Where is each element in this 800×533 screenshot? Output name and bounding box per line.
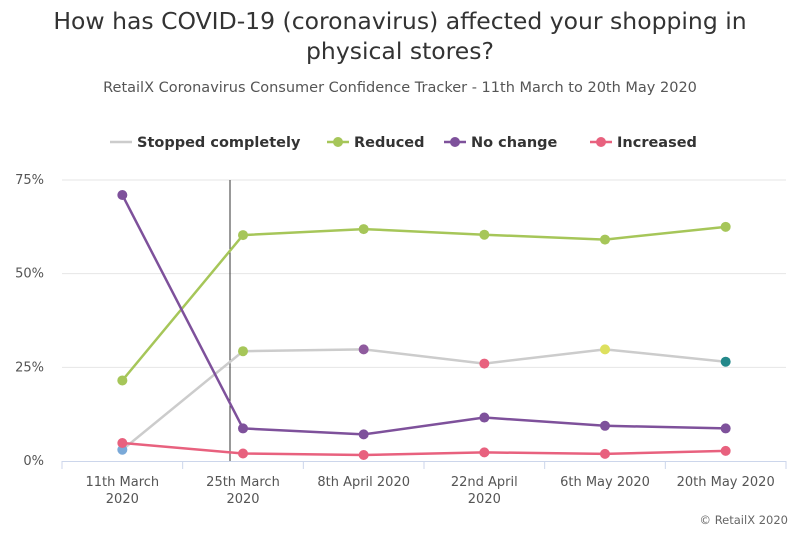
data-point[interactable]	[600, 448, 610, 459]
data-point[interactable]	[117, 438, 128, 449]
data-point[interactable]	[720, 221, 731, 232]
data-point[interactable]	[479, 358, 490, 369]
legend-item-increased[interactable]: Increased	[590, 135, 697, 151]
x-axis: 11th March 2020 25th March 2020 8th April 20…	[61, 461, 787, 507]
series-group	[117, 189, 731, 461]
y-tick-label: 25%	[15, 360, 44, 375]
data-point[interactable]	[358, 450, 369, 461]
data-point[interactable]	[720, 423, 731, 434]
legend-label: No change	[471, 135, 558, 151]
series-increased	[121, 441, 727, 457]
y-tick-label: 75%	[15, 173, 44, 188]
series-line-stopped-completely	[121, 348, 727, 452]
data-point[interactable]	[479, 447, 490, 458]
data-point[interactable]	[358, 429, 369, 440]
data-point[interactable]	[720, 356, 731, 367]
chart-subtitle: RetailX Coronavirus Consumer Confidence …	[103, 80, 697, 96]
series-line-reduced	[121, 225, 727, 382]
chart-credit[interactable]: © RetailX 2020	[699, 513, 788, 527]
data-point[interactable]	[238, 230, 248, 241]
y-tick-label: 0%	[23, 454, 44, 469]
markers-stopped-completely	[117, 344, 731, 455]
markers-reduced	[117, 221, 731, 386]
legend-symbol-marker	[450, 137, 460, 147]
data-point[interactable]	[600, 234, 610, 245]
legend-symbol-marker	[596, 137, 606, 147]
data-point[interactable]	[238, 346, 248, 357]
x-tick-label: 11th March 2020	[86, 475, 160, 507]
data-point[interactable]	[600, 344, 610, 355]
legend-item-reduced[interactable]: Reduced	[327, 135, 425, 151]
legend: Stopped completely Reduced No change Increa…	[110, 135, 697, 151]
data-point[interactable]	[600, 420, 610, 431]
x-tick-label: 6th May 2020	[560, 475, 650, 490]
legend-label: Stopped completely	[137, 135, 301, 151]
data-point[interactable]	[479, 412, 490, 423]
data-point[interactable]	[238, 423, 248, 434]
series-reduced	[121, 225, 727, 382]
series-line-no-change	[121, 193, 727, 436]
data-point[interactable]	[238, 448, 248, 459]
legend-label: Increased	[617, 135, 697, 151]
data-point[interactable]	[720, 445, 731, 456]
chart-title: How has COVID-19 (coronavirus) affected …	[53, 7, 747, 65]
legend-item-stopped-completely[interactable]: Stopped completely	[110, 135, 301, 151]
legend-item-no-change[interactable]: No change	[444, 135, 558, 151]
markers-increased	[117, 438, 731, 461]
data-point[interactable]	[479, 229, 490, 240]
data-point[interactable]	[117, 189, 128, 200]
markers-no-change	[117, 189, 731, 440]
legend-label: Reduced	[354, 135, 425, 151]
data-point[interactable]	[358, 344, 369, 355]
series-stopped-completely	[121, 348, 727, 452]
legend-symbol-marker	[333, 137, 343, 147]
x-tick-label: 22nd April 2020	[451, 475, 518, 507]
y-axis: 0% 25% 50% 75%	[15, 173, 44, 469]
series-no-change	[121, 193, 727, 436]
x-tick-label: 8th April 2020	[317, 475, 410, 490]
x-tick-label: 20th May 2020	[677, 475, 775, 490]
series-line-increased	[121, 441, 727, 457]
gridlines	[62, 179, 786, 368]
x-tick-label: 25th March 2020	[206, 475, 280, 507]
data-point[interactable]	[117, 375, 128, 386]
data-point[interactable]	[358, 224, 369, 235]
y-tick-label: 50%	[15, 267, 44, 282]
